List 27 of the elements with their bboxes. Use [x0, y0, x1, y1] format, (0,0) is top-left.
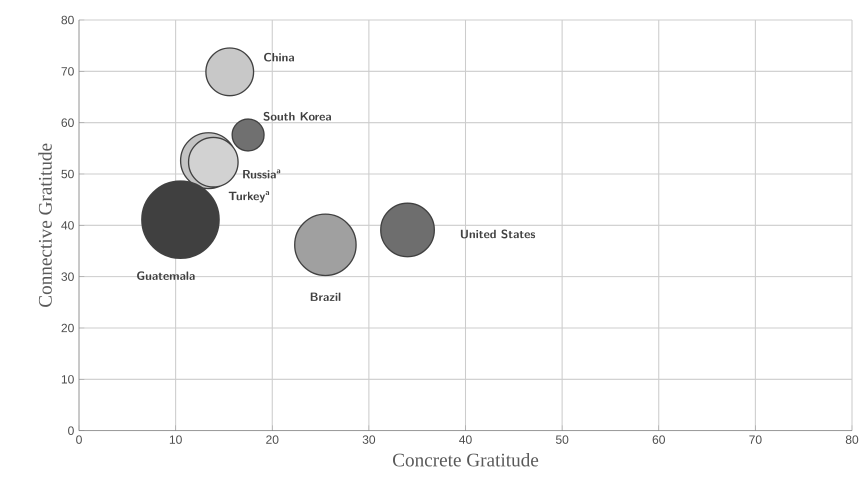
x-axis-title: Concrete Gratitude [392, 453, 538, 467]
series-label: China [264, 52, 294, 62]
series-label: Russia$^{a}$ [243, 169, 280, 178]
x-tick-label: 80 [846, 435, 858, 444]
x-tick-label: 0 [76, 435, 82, 444]
y-tick-label: 50 [61, 170, 74, 178]
series-label: Guatemala [137, 271, 195, 280]
y-tick-label: 70 [62, 67, 74, 76]
x-tick-label: 70 [749, 435, 762, 444]
x-tick-label: 60 [652, 435, 665, 444]
x-tick-label: 50 [556, 435, 568, 444]
y-tick-label: 60 [62, 118, 74, 127]
series-label: Turkey$^{a}$ [228, 191, 270, 203]
x-tick-label: 30 [362, 435, 376, 444]
series-label: South Korea [264, 112, 331, 121]
x-tick-label: 20 [266, 435, 278, 444]
y-tick-label: 80 [61, 16, 74, 24]
x-tick-label: 40 [459, 435, 472, 444]
y-axis-title: Connective Gratitude [38, 144, 52, 307]
x-tick-label: 10 [170, 435, 182, 444]
series-label: Brazil [310, 292, 340, 302]
legend-label: United States [460, 230, 536, 238]
y-tick-label: 0 [68, 426, 74, 435]
y-tick-label: 20 [62, 324, 74, 332]
y-tick-label: 10 [62, 375, 74, 384]
y-tick-label: 40 [61, 221, 74, 230]
y-tick-label: 30 [61, 272, 74, 281]
